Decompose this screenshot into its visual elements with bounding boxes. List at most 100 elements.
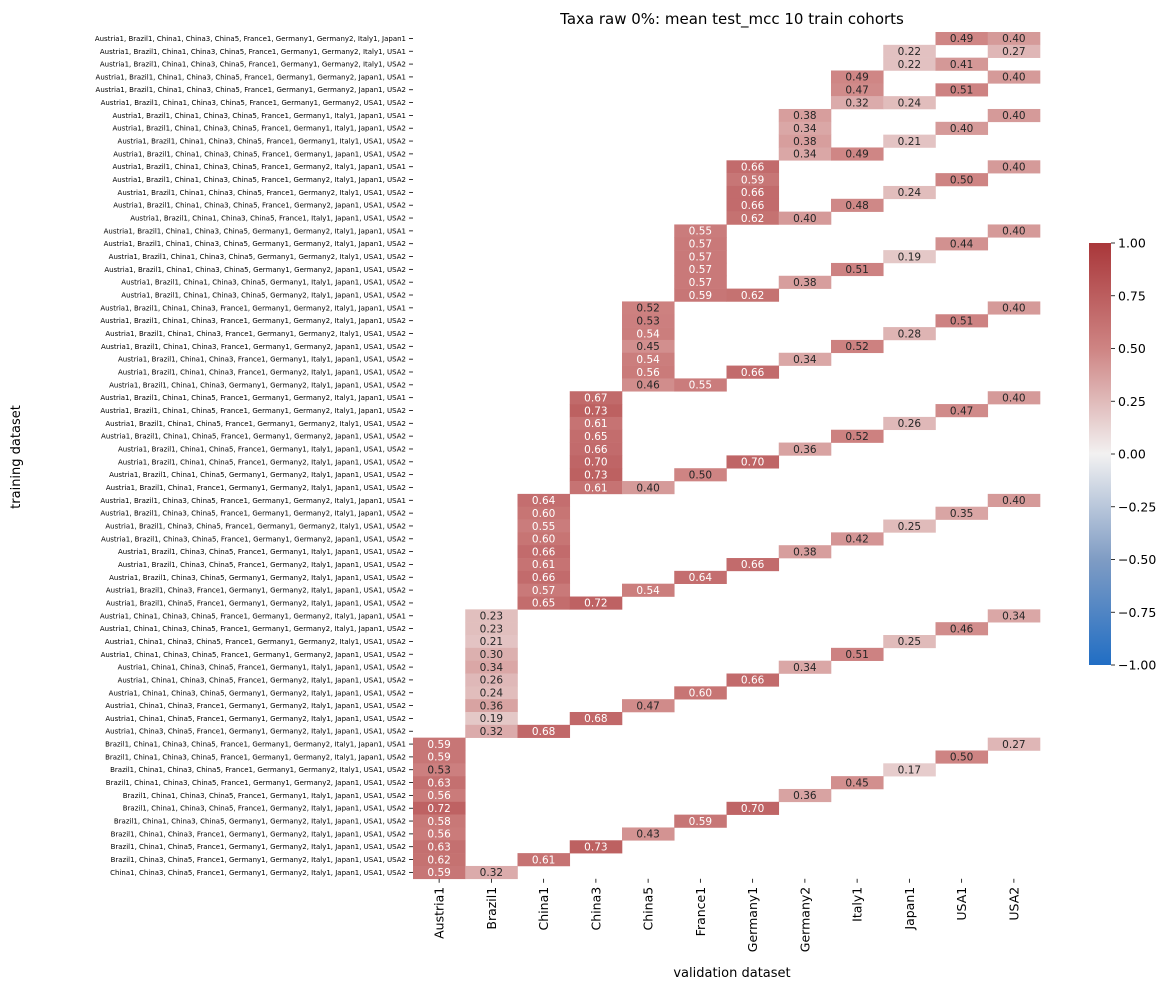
y-tick-label: Austria1, China3, China5, France1, Germa… — [105, 728, 406, 736]
cell-value-label: 0.21 — [898, 136, 921, 148]
heatmap-cell — [935, 121, 989, 135]
heatmap-cell — [674, 468, 727, 482]
cell-value-label: 0.60 — [532, 508, 555, 520]
heatmap-cell — [622, 365, 675, 379]
y-tick-label: Brazil1, China1, China3, France1, German… — [111, 830, 406, 838]
heatmap-cell — [413, 776, 466, 790]
cell-value-label: 0.52 — [845, 341, 868, 353]
y-tick-label: Austria1, Brazil1, China1, China3, China… — [113, 163, 406, 171]
y-tick-label: Austria1, China1, China3, France1, Germa… — [105, 702, 406, 710]
heatmap-cell — [987, 32, 1041, 46]
cell-value-label: 0.63 — [427, 777, 450, 789]
heatmap-cell — [987, 160, 1041, 174]
y-tick-label: Austria1, Brazil1, China1, China3, China… — [100, 61, 406, 69]
heatmap-cell — [778, 788, 832, 803]
cell-value-label: 0.72 — [584, 598, 607, 610]
y-tick-label: Austria1, China1, China3, China5, France… — [100, 625, 406, 633]
cell-value-label: 0.59 — [427, 752, 450, 764]
cell-value-label: 0.40 — [1002, 303, 1025, 315]
cell-value-label: 0.65 — [584, 431, 607, 443]
heatmap-cell — [883, 44, 936, 58]
cell-value-label: 0.40 — [1002, 495, 1025, 507]
heatmap-cell — [726, 288, 780, 302]
cell-value-label: 0.24 — [480, 688, 504, 700]
cell-value-label: 0.49 — [950, 33, 973, 45]
heatmap-cell — [831, 70, 884, 84]
y-tick-label: Austria1, Brazil1, China1, China3, Franc… — [118, 356, 406, 364]
y-tick-label: Austria1, Brazil1, China1, China3, China… — [96, 73, 406, 81]
heatmap-cell — [883, 57, 936, 71]
heatmap-cell — [569, 442, 623, 456]
cell-value-label: 0.19 — [480, 713, 503, 725]
heatmap-cell — [831, 647, 884, 661]
cell-value-label: 0.57 — [689, 251, 712, 263]
colorbar-tick-label: −0.25 — [1118, 499, 1156, 514]
y-tick-label: Austria1, China1, China3, China5, France… — [118, 676, 406, 684]
heatmap-cell — [935, 750, 989, 764]
y-tick-label: Brazil1, China1, China3, China5, France1… — [123, 792, 406, 800]
heatmap-cell — [674, 378, 727, 392]
cell-value-label: 0.70 — [584, 457, 607, 469]
cell-value-label: 0.28 — [898, 328, 921, 340]
cell-value-label: 0.34 — [793, 123, 817, 135]
heatmap-cell — [517, 596, 571, 610]
x-tick-label: USA2 — [1006, 887, 1021, 921]
y-tick-label: Austria1, China1, China3, China5, France… — [101, 651, 406, 659]
heatmap-cell — [465, 865, 518, 880]
heatmap-cell — [883, 185, 936, 200]
cell-value-label: 0.47 — [636, 700, 659, 712]
cell-value-label: 0.30 — [480, 649, 503, 661]
cell-value-label: 0.38 — [793, 110, 816, 122]
y-axis-title: training dataset — [9, 405, 24, 509]
heatmap-cell — [778, 108, 832, 123]
cell-value-label: 0.61 — [584, 418, 607, 430]
heatmap-cell — [935, 83, 989, 97]
cell-value-label: 0.22 — [898, 59, 921, 71]
cell-value-label: 0.49 — [845, 72, 868, 84]
cell-value-label: 0.23 — [480, 623, 503, 635]
cell-value-label: 0.24 — [898, 97, 922, 109]
heatmap-cell — [517, 519, 571, 533]
heatmap-cell — [987, 301, 1041, 315]
heatmap-cell — [831, 262, 884, 277]
y-tick-label: Austria1, Brazil1, China1, China5, Franc… — [118, 445, 406, 453]
heatmap-cell — [831, 429, 884, 443]
y-tick-label: Austria1, Brazil1, China1, China3, Franc… — [100, 317, 406, 325]
heatmap-cell — [569, 596, 623, 610]
x-tick-label: Austria1 — [432, 887, 447, 939]
cell-value-label: 0.22 — [898, 46, 921, 58]
cell-value-label: 0.55 — [532, 521, 555, 533]
cell-value-label: 0.51 — [845, 264, 868, 276]
heatmap-cell — [517, 853, 571, 867]
x-tick-label: France1 — [693, 887, 708, 937]
heatmap-cell — [883, 519, 936, 533]
heatmap-cell — [413, 750, 466, 764]
x-tick-label: USA1 — [954, 887, 969, 921]
heatmap-cell — [726, 211, 780, 225]
heatmap-cell — [987, 391, 1041, 405]
cell-value-label: 0.46 — [950, 623, 974, 635]
colorbar-tick-label: 0.75 — [1118, 288, 1146, 303]
cell-value-label: 0.55 — [689, 226, 712, 238]
y-tick-label: Austria1, Brazil1, China1, China5, Germa… — [109, 471, 406, 479]
colorbar-ticks: 1.00 0.75 0.50 0.25 0.00 −0.25 −0.50 −0.75 −1.00 — [1111, 236, 1156, 673]
heatmap-cell — [465, 673, 518, 687]
cell-value-label: 0.52 — [845, 431, 868, 443]
cell-value-label: 0.72 — [427, 803, 450, 815]
colorbar-tick-label: −1.00 — [1118, 658, 1156, 673]
heatmap-cell — [517, 545, 571, 559]
heatmap-cell — [413, 788, 466, 803]
cell-value-label: 0.40 — [636, 482, 659, 494]
cell-value-label: 0.73 — [584, 842, 607, 854]
heatmap-cell — [569, 404, 623, 418]
cell-value-label: 0.35 — [950, 508, 973, 520]
cell-value-label: 0.34 — [793, 662, 817, 674]
heatmap-cell — [465, 635, 518, 649]
heatmap-cell — [935, 237, 989, 251]
cell-value-label: 0.73 — [584, 469, 607, 481]
heatmap-cell — [569, 711, 623, 726]
heatmap-cell — [778, 147, 832, 161]
cell-value-label: 0.47 — [845, 85, 868, 97]
cell-value-label: 0.62 — [741, 213, 764, 225]
cell-value-label: 0.56 — [636, 367, 660, 379]
